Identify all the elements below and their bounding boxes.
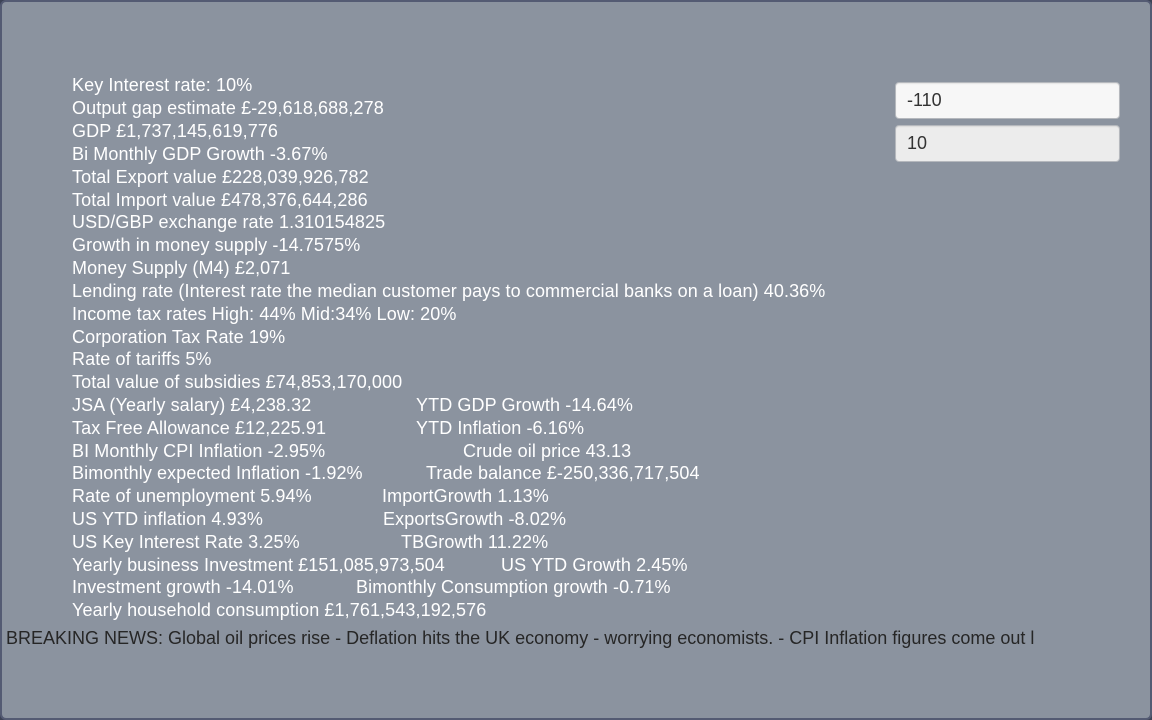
output-gap-estimate: Output gap estimate £-29,618,688,278	[72, 98, 384, 118]
total-subsidies: Total value of subsidies £74,853,170,000	[72, 372, 403, 392]
unemployment-rate: Rate of unemployment 5.94%	[72, 486, 312, 506]
money-supply-m4: Money Supply (M4) £2,071	[72, 258, 291, 278]
lending-rate: Lending rate (Interest rate the median c…	[72, 281, 826, 301]
bimonthly-consumption-growth: Bimonthly Consumption growth -0.71%	[356, 577, 671, 597]
income-tax-rates: Income tax rates High: 44% Mid:34% Low: …	[72, 304, 457, 324]
breaking-news-ticker: BREAKING NEWS: Global oil prices rise - …	[6, 628, 1035, 648]
ytd-gdp-growth: YTD GDP Growth -14.64%	[416, 395, 633, 415]
tariff-rate: Rate of tariffs 5%	[72, 349, 212, 369]
yearly-household-consumption: Yearly household consumption £1,761,543,…	[72, 600, 487, 620]
money-supply-growth: Growth in money supply -14.7575%	[72, 235, 361, 255]
total-export-value: Total Export value £228,039,926,782	[72, 167, 369, 187]
us-key-interest-rate: US Key Interest Rate 3.25%	[72, 532, 300, 552]
expected-inflation: Bimonthly expected Inflation -1.92%	[72, 463, 363, 483]
jsa-yearly-salary: JSA (Yearly salary) £4,238.32	[72, 395, 312, 415]
tax-free-allowance: Tax Free Allowance £12,225.91	[72, 418, 327, 438]
bimonthly-cpi-inflation: BI Monthly CPI Inflation -2.95%	[72, 441, 326, 461]
corporation-tax-rate: Corporation Tax Rate 19%	[72, 327, 286, 347]
key-interest-rate: Key Interest rate: 10%	[72, 75, 253, 95]
investment-growth: Investment growth -14.01%	[72, 577, 294, 597]
policy-input-2[interactable]	[895, 125, 1120, 162]
trade-balance: Trade balance £-250,336,717,504	[426, 463, 700, 483]
bimonthly-gdp-growth: Bi Monthly GDP Growth -3.67%	[72, 144, 328, 164]
tb-growth: TBGrowth 11.22%	[401, 532, 549, 552]
us-ytd-growth: US YTD Growth 2.45%	[501, 555, 688, 575]
total-import-value: Total Import value £478,376,644,286	[72, 190, 368, 210]
import-growth: ImportGrowth 1.13%	[382, 486, 549, 506]
yearly-business-investment: Yearly business Investment £151,085,973,…	[72, 555, 445, 575]
gdp-value: GDP £1,737,145,619,776	[72, 121, 279, 141]
crude-oil-price: Crude oil price 43.13	[463, 441, 632, 461]
ytd-inflation: YTD Inflation -6.16%	[416, 418, 585, 438]
usd-gbp-exchange-rate: USD/GBP exchange rate 1.310154825	[72, 212, 386, 232]
exports-growth: ExportsGrowth -8.02%	[383, 509, 567, 529]
us-ytd-inflation: US YTD inflation 4.93%	[72, 509, 263, 529]
policy-input-1[interactable]	[895, 82, 1120, 119]
